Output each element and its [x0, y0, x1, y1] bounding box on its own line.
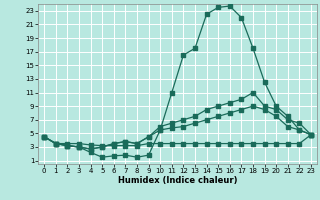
X-axis label: Humidex (Indice chaleur): Humidex (Indice chaleur): [118, 176, 237, 185]
